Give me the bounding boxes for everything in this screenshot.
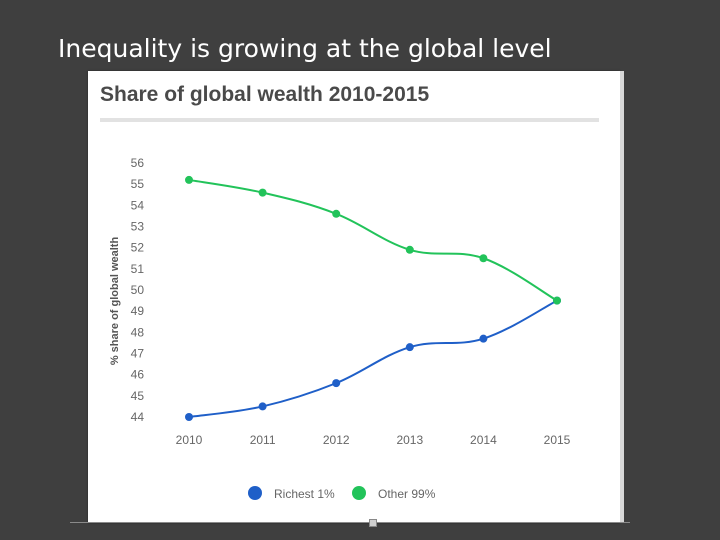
y-axis-label: % share of global wealth — [109, 237, 121, 366]
legend-marker — [248, 486, 262, 500]
line-chart: Share of global wealth 2010-2015 % share… — [100, 83, 599, 501]
x-tick-label: 2015 — [544, 433, 571, 447]
data-point[interactable] — [258, 188, 267, 197]
data-point[interactable] — [553, 296, 561, 305]
y-tick-label: 45 — [131, 389, 145, 403]
x-tick-labels: 2010 2011 2012 2013 2014 2015 — [176, 433, 571, 447]
y-tick-label: 46 — [131, 368, 145, 382]
y-tick-label: 52 — [131, 241, 145, 255]
data-point[interactable] — [185, 175, 193, 184]
chart-card: Share of global wealth 2010-2015 % share… — [88, 71, 624, 523]
y-tick-label: 53 — [131, 220, 145, 234]
series-line-richest — [188, 299, 558, 418]
data-point[interactable] — [479, 334, 488, 343]
series-line-other — [188, 178, 558, 302]
y-tick-label: 44 — [131, 410, 145, 424]
data-point[interactable] — [405, 343, 414, 352]
card-edge — [620, 71, 624, 523]
legend-label[interactable]: Other 99% — [378, 487, 436, 501]
series-group — [185, 175, 561, 421]
y-tick-label: 48 — [131, 325, 145, 339]
y-tick-label: 47 — [131, 347, 145, 361]
y-tick-label: 51 — [131, 262, 145, 276]
y-tick-label: 55 — [131, 177, 145, 191]
data-point[interactable] — [405, 245, 414, 254]
y-tick-label: 50 — [131, 283, 145, 297]
data-point[interactable] — [332, 209, 341, 218]
legend-marker — [352, 486, 366, 500]
slide-title: Inequality is growing at the global leve… — [58, 34, 552, 63]
x-tick-label: 2011 — [250, 433, 276, 447]
x-tick-label: 2013 — [396, 433, 423, 447]
title-underline — [100, 118, 599, 122]
legend[interactable]: Richest 1% Other 99% — [248, 486, 436, 501]
bottom-handle — [369, 519, 377, 527]
x-tick-label: 2012 — [323, 433, 350, 447]
data-point[interactable] — [479, 254, 488, 263]
bottom-rule — [70, 522, 630, 523]
y-tick-label: 56 — [131, 156, 145, 170]
data-point[interactable] — [258, 402, 267, 411]
y-tick-label: 49 — [131, 304, 145, 318]
y-tick-labels: 56 55 54 53 52 51 50 49 48 47 46 45 44 — [131, 156, 145, 424]
chart-title: Share of global wealth 2010-2015 — [100, 83, 429, 106]
x-tick-label: 2010 — [176, 433, 203, 447]
data-point[interactable] — [185, 413, 193, 421]
legend-label[interactable]: Richest 1% — [274, 487, 335, 501]
x-tick-label: 2014 — [470, 433, 497, 447]
y-tick-label: 54 — [131, 198, 145, 212]
data-point[interactable] — [332, 379, 341, 388]
